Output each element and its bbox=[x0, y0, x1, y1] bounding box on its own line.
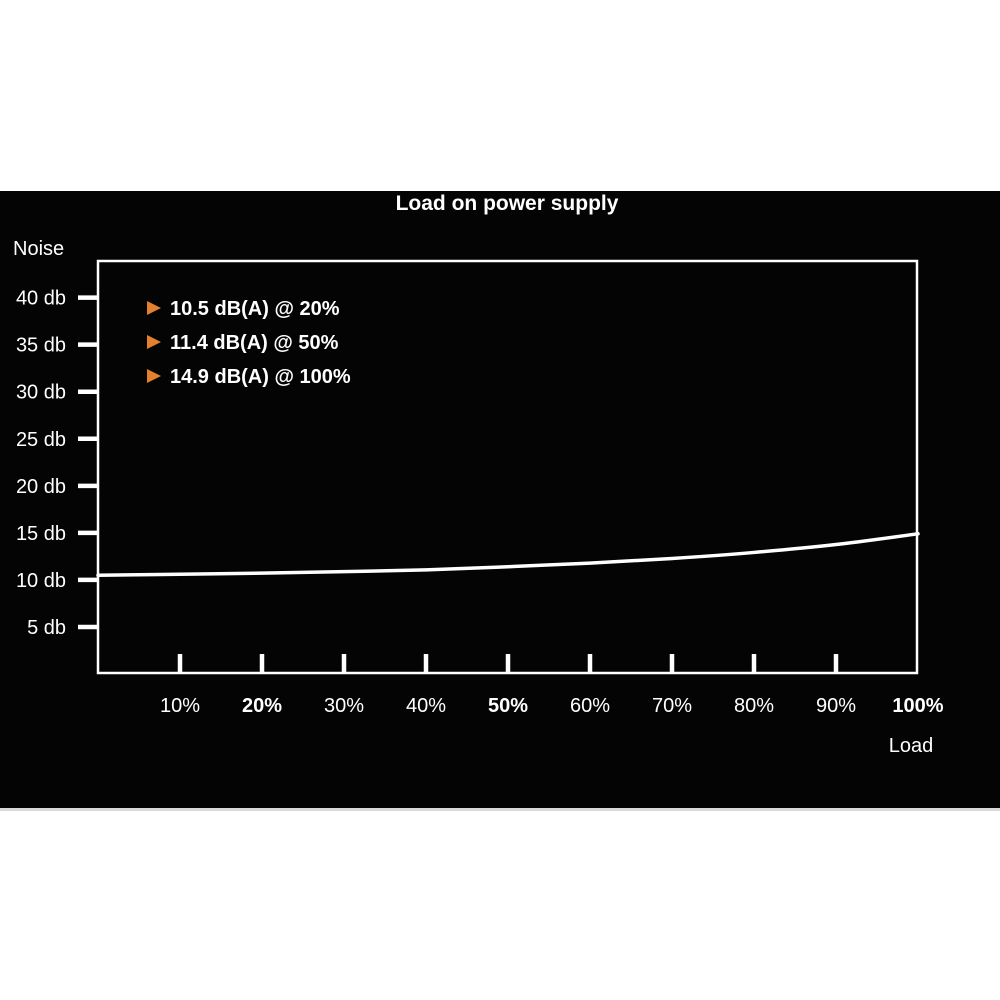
y-tick-label: 20 db bbox=[16, 476, 66, 498]
y-axis-ticks: 5 db 10 db 15 db 20 db 25 db 30 db 35 db 40 db bbox=[16, 288, 98, 639]
chart-panel: Load on power supply Noise Load 5 db 10 d… bbox=[0, 191, 1000, 811]
legend-label: 14.9 dB(A) @ 100% bbox=[170, 366, 351, 388]
legend-label: 11.4 dB(A) @ 50% bbox=[170, 332, 339, 354]
x-tick-label: 30% bbox=[324, 695, 364, 717]
y-tick-label: 25 db bbox=[16, 429, 66, 451]
triangle-right-icon bbox=[147, 369, 161, 383]
chart-title: Load on power supply bbox=[396, 192, 619, 215]
legend-label: 10.5 dB(A) @ 20% bbox=[170, 298, 340, 320]
y-tick-label: 5 db bbox=[27, 617, 66, 639]
x-tick-label: 100% bbox=[892, 695, 943, 717]
x-tick-label: 70% bbox=[652, 695, 692, 717]
y-tick-label: 35 db bbox=[16, 335, 66, 357]
x-tick-label: 50% bbox=[488, 695, 528, 717]
plot-border bbox=[96, 259, 919, 675]
noise-curve-line bbox=[96, 532, 920, 577]
x-tick-label: 10% bbox=[160, 695, 200, 717]
y-tick-label: 40 db bbox=[16, 288, 66, 310]
triangle-right-icon bbox=[147, 301, 161, 315]
triangle-right-icon bbox=[147, 335, 161, 349]
x-tick-label: 80% bbox=[734, 695, 774, 717]
x-tick-label: 60% bbox=[570, 695, 610, 717]
x-tick-label: 40% bbox=[406, 695, 446, 717]
y-tick-label: 30 db bbox=[16, 382, 66, 404]
x-tick-label: 20% bbox=[242, 695, 282, 717]
y-tick-label: 10 db bbox=[16, 570, 66, 592]
y-tick-label: 15 db bbox=[16, 523, 66, 545]
noise-load-chart: Load on power supply Noise Load 5 db 10 d… bbox=[13, 192, 944, 757]
x-axis-title: Load bbox=[889, 735, 934, 757]
x-tick-label: 90% bbox=[816, 695, 856, 717]
x-axis-ticks: 10% 20% 30% 40% 50% 60% 70% 80% 90% 100% bbox=[160, 654, 944, 717]
legend: 10.5 dB(A) @ 20% 11.4 dB(A) @ 50% 14.9 dB(… bbox=[147, 298, 351, 388]
y-axis-title: Noise bbox=[13, 238, 64, 260]
